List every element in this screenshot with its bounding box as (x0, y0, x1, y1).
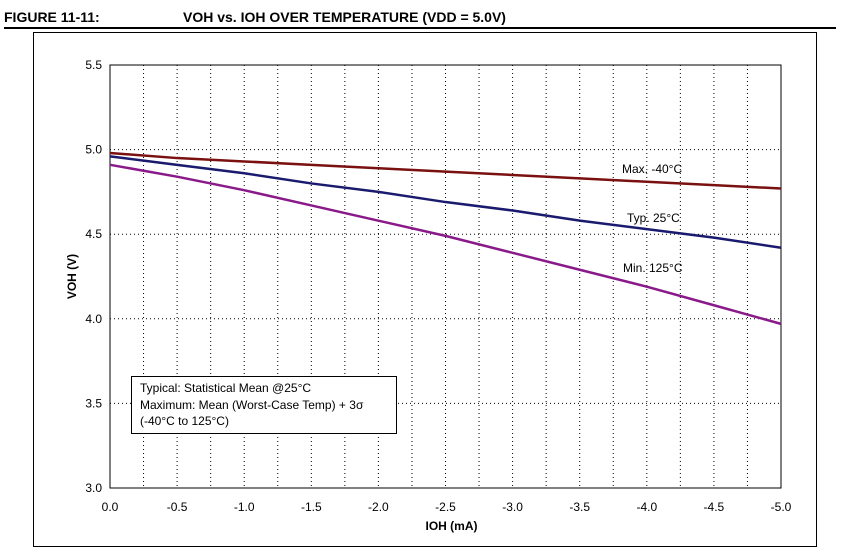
title-rule (4, 27, 836, 29)
series-label-1: Typ. 25°C (627, 211, 680, 225)
note-line-maximum: Maximum: Mean (Worst-Case Temp) + 3σ (140, 397, 364, 412)
x-tick-labels: 0.0 -0.5 -1.0 -1.5 -2.0 -2.5 -3.0 -3.5 -4.0 -4.5 -… (102, 500, 792, 514)
y-axis-title: VOH (V) (65, 254, 79, 299)
x-tick-label: -4.0 (636, 500, 657, 514)
series-line-2 (109, 163, 782, 326)
chart-frame (33, 32, 817, 547)
x-tick-label: -2.0 (368, 500, 389, 514)
y-tick-label: 5.5 (85, 58, 102, 72)
x-tick-label: -0.5 (167, 500, 188, 514)
y-tick-label: 4.0 (85, 312, 102, 326)
note-line-typical: Typical: Statistical Mean @25°C (140, 381, 312, 395)
y-tick-label: 4.5 (85, 227, 102, 241)
series-labels: Max. -40°C Typ. 25°C Min. 125°C (622, 162, 683, 275)
y-tick-label: 3.5 (85, 396, 102, 410)
series-line-1 (109, 155, 782, 249)
y-tick-label: 5.0 (85, 143, 102, 157)
y-tick-labels: 3.0 3.5 4.0 4.5 5.0 5.5 (85, 58, 102, 495)
x-tick-label: -1.0 (234, 500, 255, 514)
plot-area (109, 64, 782, 489)
series-lines (109, 151, 782, 326)
x-tick-label: -3.5 (569, 500, 590, 514)
x-tick-label: -5.0 (771, 500, 792, 514)
figure-label: FIGURE 11-11: (4, 9, 100, 25)
x-tick-label: 0.0 (102, 500, 119, 514)
series-label-2: Min. 125°C (623, 261, 683, 275)
x-axis-title: IOH (mA) (426, 519, 478, 533)
series-label-0: Max. -40°C (622, 162, 682, 176)
x-tick-label: -4.5 (704, 500, 725, 514)
note-line-range: (-40°C to 125°C) (140, 414, 229, 428)
x-tick-label: -1.5 (301, 500, 322, 514)
series-line-0 (109, 151, 782, 190)
legend-note: Typical: Statistical Mean @25°C Maximum:… (131, 376, 397, 434)
y-tick-label: 3.0 (85, 481, 102, 495)
x-tick-label: -2.5 (435, 500, 456, 514)
figure-title: VOH vs. IOH OVER TEMPERATURE (VDD = 5.0V… (183, 9, 506, 25)
x-tick-label: -3.0 (502, 500, 523, 514)
